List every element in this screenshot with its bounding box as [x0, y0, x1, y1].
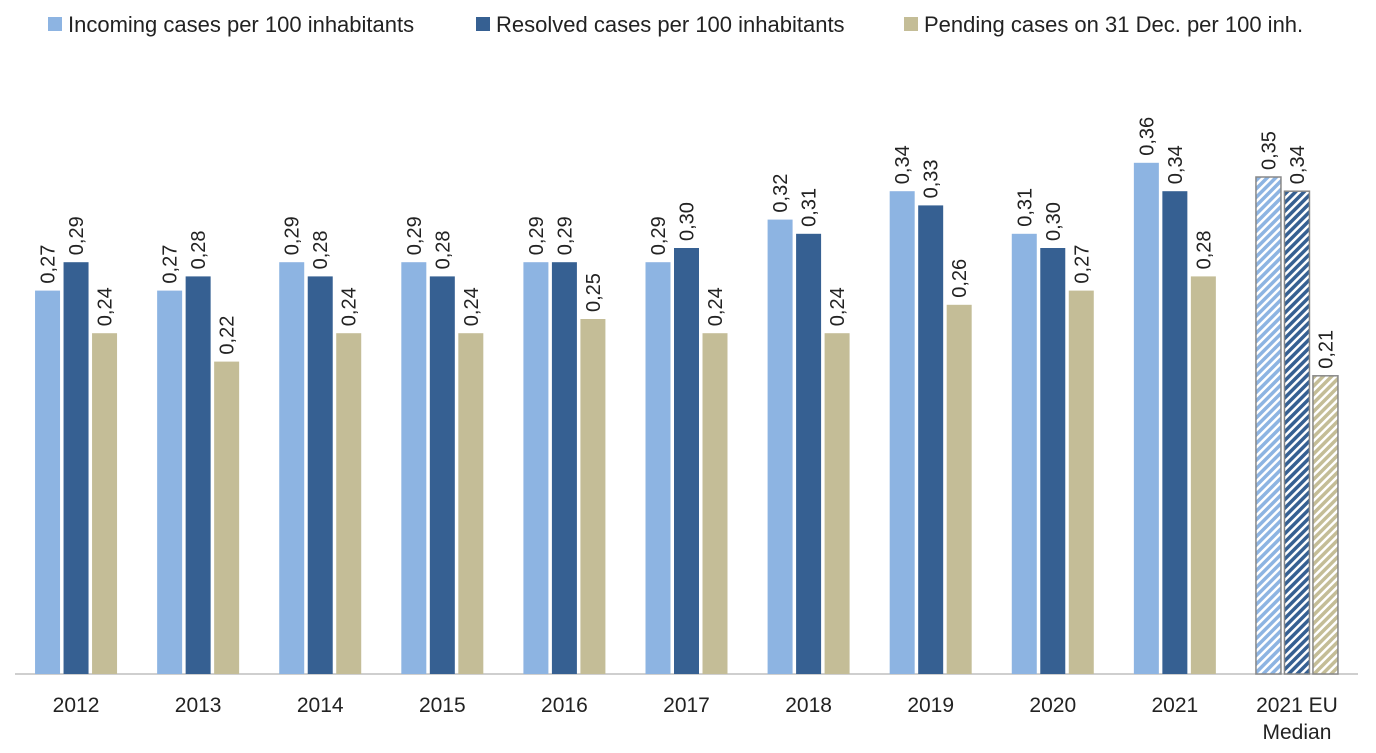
bar	[401, 262, 427, 674]
data-label: 0,28	[1193, 230, 1215, 269]
data-label: 0,28	[310, 230, 332, 269]
data-label: 0,30	[677, 202, 699, 241]
legend-label: Pending cases on 31 Dec. per 100 inh.	[924, 12, 1303, 37]
x-tick-label: 2018	[785, 694, 832, 717]
data-label: 0,24	[339, 287, 361, 326]
data-label: 0,26	[949, 259, 971, 298]
bar	[92, 333, 118, 674]
data-label: 0,24	[705, 287, 727, 326]
legend-label: Resolved cases per 100 inhabitants	[496, 12, 845, 37]
bar	[1040, 248, 1066, 674]
data-label: 0,34	[892, 145, 914, 184]
x-tick-label: 2015	[418, 694, 466, 717]
data-label: 0,31	[1014, 188, 1036, 227]
bar	[551, 262, 577, 674]
bar	[1068, 290, 1094, 674]
bar	[824, 333, 850, 674]
data-label: 0,36	[1136, 117, 1158, 156]
data-label: 0,22	[217, 316, 239, 355]
bar	[63, 262, 89, 674]
x-tick-label: 2020	[1029, 694, 1077, 717]
bar	[307, 276, 333, 674]
bar	[35, 290, 61, 674]
bar	[580, 319, 606, 674]
bar	[458, 333, 484, 674]
data-label: 0,21	[1315, 330, 1337, 369]
data-label: 0,29	[526, 216, 548, 255]
data-label: 0,29	[282, 216, 304, 255]
data-label: 0,27	[38, 245, 60, 284]
x-tick-label: 2021 EU Median	[1256, 694, 1338, 744]
data-label: 0,27	[160, 245, 182, 284]
bar	[767, 219, 793, 674]
legend-swatch	[48, 17, 62, 31]
bar	[796, 233, 822, 675]
data-label: 0,32	[770, 174, 792, 213]
bar	[1162, 191, 1188, 674]
bar	[702, 333, 728, 674]
bar	[1255, 176, 1282, 675]
data-label: 0,34	[1165, 145, 1187, 184]
bar	[889, 191, 915, 674]
bar	[1312, 375, 1339, 675]
bar	[1190, 276, 1216, 674]
bar	[185, 276, 211, 674]
x-tick-label: 2016	[541, 694, 588, 717]
data-label: 0,29	[554, 216, 576, 255]
data-label: 0,29	[404, 216, 426, 255]
bar	[429, 276, 455, 674]
x-tick-label: 2021	[1151, 694, 1199, 717]
x-tick-label: 2013	[174, 694, 222, 717]
data-label: 0,29	[66, 216, 88, 255]
data-label: 0,30	[1043, 202, 1065, 241]
data-label: 0,29	[648, 216, 670, 255]
bar	[1283, 190, 1311, 675]
data-label: 0,24	[461, 287, 483, 326]
data-label: 0,34	[1287, 145, 1309, 184]
data-label: 0,28	[432, 230, 454, 269]
data-label: 0,24	[95, 287, 117, 326]
x-tick-label: 2014	[296, 694, 344, 717]
data-label: 0,28	[188, 230, 210, 269]
bar	[157, 290, 183, 674]
bar	[674, 248, 699, 674]
bar	[523, 262, 549, 674]
data-label: 0,33	[921, 159, 943, 198]
bar	[946, 304, 972, 674]
bar	[1011, 233, 1037, 675]
data-label: 0,24	[827, 287, 849, 326]
bar	[918, 205, 944, 674]
data-label: 0,27	[1071, 245, 1093, 284]
bar	[279, 262, 305, 674]
x-tick-label: 2012	[52, 694, 100, 717]
data-label: 0,25	[583, 273, 605, 312]
bar	[336, 333, 362, 674]
legend-swatch	[476, 17, 490, 31]
bar	[1133, 162, 1159, 675]
legend-label: Incoming cases per 100 inhabitants	[68, 12, 414, 37]
bar	[645, 262, 671, 674]
data-label: 0,35	[1258, 131, 1280, 170]
bar	[214, 361, 240, 674]
data-label: 0,31	[799, 188, 821, 227]
x-tick-label: 2019	[907, 694, 955, 717]
legend-swatch	[904, 17, 918, 31]
x-tick-label: 2017	[663, 694, 710, 717]
